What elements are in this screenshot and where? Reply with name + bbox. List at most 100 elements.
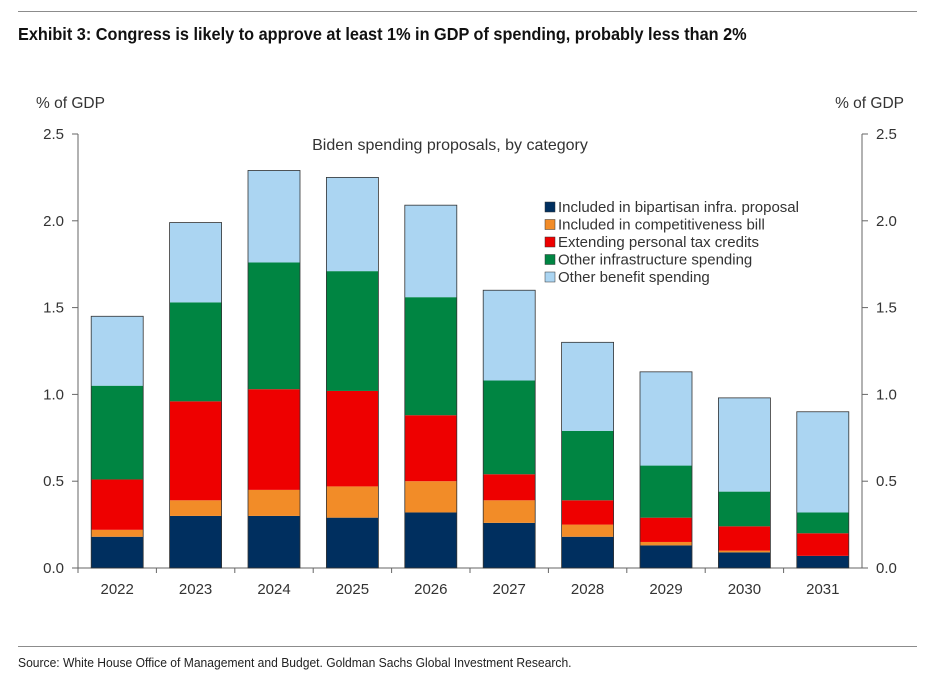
right-tick-label: 0.5 bbox=[876, 473, 897, 490]
chart-title: Biden spending proposals, by category bbox=[312, 137, 588, 154]
bar-segment bbox=[404, 415, 457, 482]
bar-segment bbox=[248, 515, 300, 568]
left-tick-label: 0.5 bbox=[43, 473, 64, 490]
bar-segment bbox=[248, 262, 300, 390]
right-tick-label: 1.5 bbox=[876, 300, 897, 317]
bar-outline bbox=[561, 341, 614, 569]
legend-swatch bbox=[544, 219, 556, 230]
bar-segment bbox=[796, 411, 849, 513]
bar-segment bbox=[796, 512, 849, 534]
bars bbox=[90, 170, 850, 569]
bar-outline bbox=[718, 397, 771, 569]
bar-segment bbox=[561, 536, 614, 568]
left-tick-label: 1.5 bbox=[43, 300, 64, 317]
bar-segment bbox=[91, 529, 144, 537]
bar-segment bbox=[718, 550, 771, 553]
x-tick-label: 2022 bbox=[101, 581, 134, 598]
bar-segment bbox=[483, 290, 536, 381]
x-tick-label: 2028 bbox=[571, 581, 604, 598]
bar-segment bbox=[91, 316, 144, 386]
bar-segment bbox=[404, 512, 457, 568]
bar-segment bbox=[718, 397, 771, 492]
bar-segment bbox=[326, 271, 379, 391]
legend: Included in bipartisan infra. proposalIn… bbox=[544, 199, 799, 286]
bar-outline bbox=[482, 289, 536, 569]
x-tick-label: 2023 bbox=[179, 581, 212, 598]
left-tick-label: 2.5 bbox=[43, 126, 64, 143]
bar-segment bbox=[796, 555, 849, 568]
bar-segment bbox=[640, 541, 692, 546]
bar-outline bbox=[90, 315, 144, 569]
bar-segment bbox=[640, 371, 692, 466]
left-tick-label: 2.0 bbox=[43, 213, 64, 230]
bar-segment bbox=[404, 297, 457, 416]
x-tick-label: 2030 bbox=[728, 581, 761, 598]
right-tick-label: 1.0 bbox=[876, 386, 897, 403]
x-tick-label: 2027 bbox=[493, 581, 526, 598]
bar-segment bbox=[326, 177, 379, 272]
bar-segment bbox=[91, 385, 144, 480]
x-tick-label: 2024 bbox=[257, 581, 290, 598]
bar-segment bbox=[640, 465, 692, 518]
bar-segment bbox=[796, 533, 849, 556]
bar-outline bbox=[796, 411, 850, 569]
bar-outline bbox=[169, 222, 223, 569]
right-tick-label: 2.5 bbox=[876, 126, 897, 143]
bar-segment bbox=[91, 536, 144, 568]
bar-segment bbox=[561, 500, 614, 525]
legend-label: Included in competitiveness bill bbox=[558, 217, 765, 234]
x-tick-label: 2031 bbox=[806, 581, 839, 598]
axes: 0.0 0.0 0.5 0.5 1.0 1.0 1.5 1.5 2.0 2.0 2.5 2.5 2022… bbox=[43, 126, 897, 598]
bar-segment bbox=[483, 380, 536, 475]
legend-swatch bbox=[544, 271, 556, 283]
bar-segment bbox=[326, 486, 379, 518]
source-note: Source: White House Office of Management… bbox=[18, 655, 572, 670]
bar-segment bbox=[561, 342, 614, 431]
bar-segment bbox=[561, 430, 614, 501]
bar-outline bbox=[639, 371, 693, 569]
bar-segment bbox=[640, 517, 692, 542]
bar-segment bbox=[169, 302, 222, 402]
bar-segment bbox=[561, 524, 614, 537]
bar-segment bbox=[326, 517, 379, 568]
bar-segment bbox=[718, 491, 771, 527]
bar-segment bbox=[169, 500, 222, 516]
legend-label: Other benefit spending bbox=[558, 269, 710, 286]
stacked-bar-chart: % of GDP % of GDP Biden spending proposa… bbox=[36, 95, 904, 598]
bar-segment bbox=[248, 489, 300, 516]
bar-segment bbox=[640, 545, 692, 568]
legend-label: Extending personal tax credits bbox=[558, 234, 759, 251]
legend-swatch bbox=[544, 201, 556, 213]
bar-segment bbox=[404, 481, 457, 513]
bar-segment bbox=[169, 222, 222, 303]
bar-segment bbox=[404, 205, 457, 298]
bottom-rule bbox=[18, 646, 917, 647]
bar-segment bbox=[248, 389, 300, 490]
bar-outline bbox=[404, 204, 458, 569]
x-tick-label: 2029 bbox=[649, 581, 682, 598]
bar-segment bbox=[718, 526, 771, 551]
bar-segment bbox=[169, 515, 222, 568]
bar-outline bbox=[325, 176, 379, 569]
bar-segment bbox=[169, 401, 222, 501]
top-rule bbox=[18, 11, 917, 12]
legend-swatch bbox=[544, 236, 556, 248]
left-axis-label: % of GDP bbox=[36, 95, 105, 112]
right-axis-label: % of GDP bbox=[835, 95, 904, 112]
right-tick-label: 2.0 bbox=[876, 213, 897, 230]
bar-segment bbox=[248, 170, 300, 263]
bar-segment bbox=[718, 552, 771, 568]
legend-label: Included in bipartisan infra. proposal bbox=[558, 199, 799, 216]
bar-segment bbox=[483, 500, 536, 523]
bar-segment bbox=[91, 479, 144, 530]
bar-segment bbox=[483, 474, 536, 501]
bar-segment bbox=[483, 522, 536, 568]
left-tick-label: 1.0 bbox=[43, 386, 64, 403]
x-tick-label: 2026 bbox=[414, 581, 447, 598]
right-tick-label: 0.0 bbox=[876, 560, 897, 577]
bar-outline bbox=[247, 170, 301, 569]
legend-swatch bbox=[544, 254, 556, 265]
exhibit-title: Exhibit 3: Congress is likely to approve… bbox=[18, 24, 747, 44]
x-tick-label: 2025 bbox=[336, 581, 369, 598]
bar-segment bbox=[326, 390, 379, 487]
